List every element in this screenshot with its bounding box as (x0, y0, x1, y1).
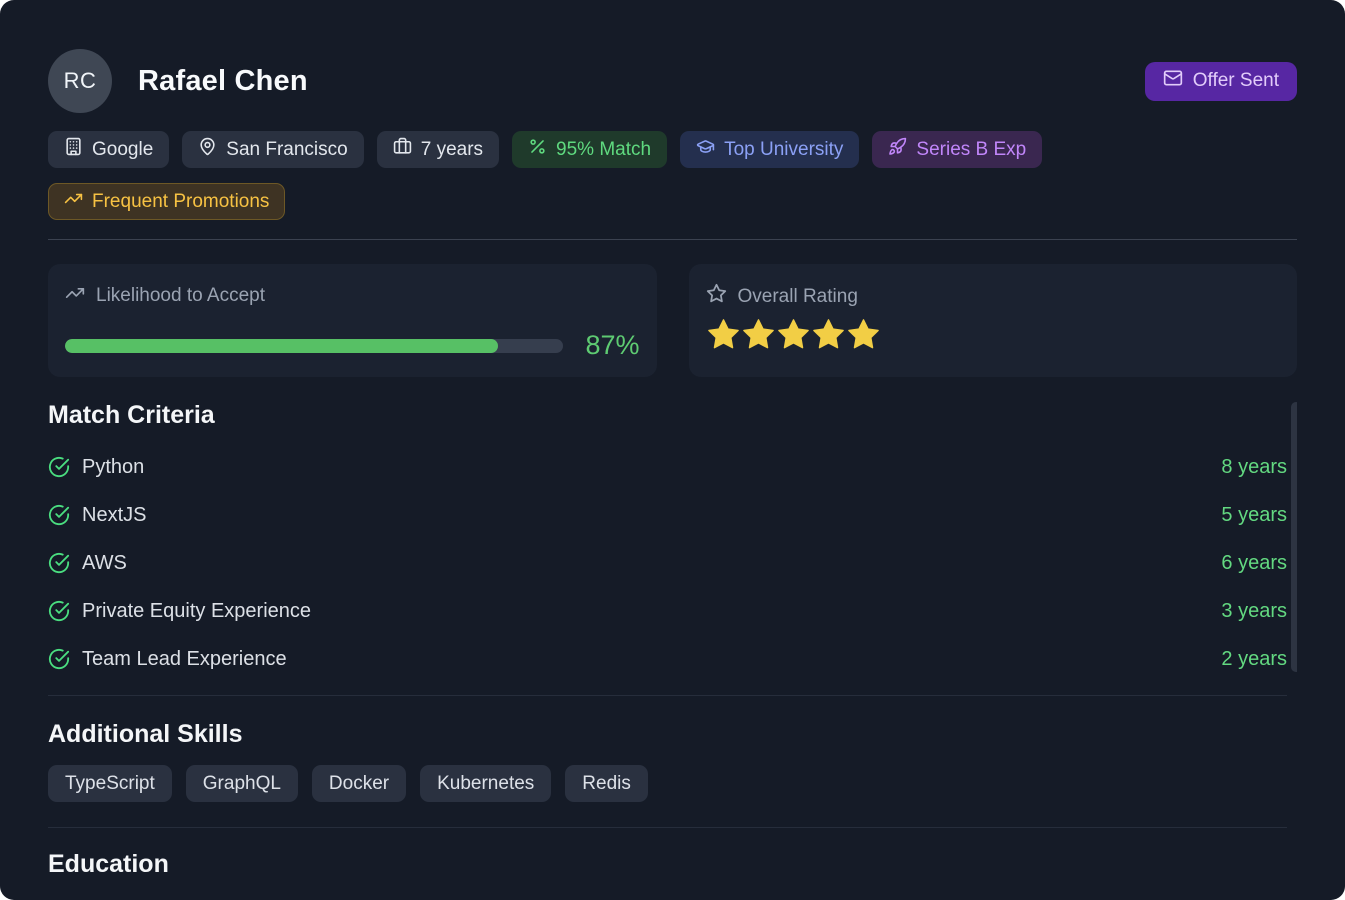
criteria-years: 2 years (1221, 647, 1287, 670)
criteria-skill: Team Lead Experience (82, 647, 287, 670)
star-filled-icon (706, 317, 741, 357)
mail-icon (1163, 68, 1183, 94)
criteria-years: 5 years (1221, 503, 1287, 526)
criteria-row: Python 8 years (48, 443, 1287, 491)
criteria-skill: NextJS (82, 503, 147, 526)
offer-sent-badge[interactable]: Offer Sent (1144, 61, 1297, 101)
rating-card: Overall Rating (688, 264, 1297, 377)
criteria-row: Private Equity Experience 3 years (48, 587, 1287, 635)
check-circle-icon (48, 456, 70, 478)
badge-top-university: Top University (680, 131, 860, 168)
section-divider (48, 827, 1287, 828)
criteria-years: 6 years (1221, 551, 1287, 574)
section-divider (48, 695, 1287, 696)
percent-icon (528, 137, 547, 162)
likelihood-percentage: 87% (585, 330, 640, 360)
candidate-name: Rafael Chen (138, 64, 308, 97)
badge-label: Series B Exp (916, 138, 1027, 160)
skill-chip: Redis (565, 765, 648, 802)
scrollbar-thumb[interactable] (1291, 402, 1297, 672)
match-criteria-list: Python 8 years NextJS 5 years AWS 6 year… (48, 443, 1287, 683)
map-pin-icon (198, 137, 217, 162)
criteria-years: 3 years (1221, 599, 1287, 622)
badge-label: Top University (724, 138, 844, 160)
avatar: RC (48, 49, 112, 113)
badge-experience: 7 years (376, 131, 500, 168)
star-filled-icon (811, 317, 846, 357)
criteria-row: Team Lead Experience 2 years (48, 635, 1287, 683)
criteria-skill: AWS (82, 551, 127, 574)
briefcase-icon (393, 137, 412, 162)
likelihood-progress-track (65, 338, 563, 353)
badge-match-score: 95% Match (512, 131, 668, 168)
criteria-row: AWS 6 years (48, 539, 1287, 587)
additional-skills-list: TypeScript GraphQL Docker Kubernetes Red… (48, 765, 1287, 802)
header-divider (48, 239, 1297, 240)
graduation-cap-icon (696, 137, 715, 162)
rating-label: Overall Rating (737, 285, 858, 307)
skill-chip: Docker (311, 765, 407, 802)
criteria-skill: Private Equity Experience (82, 599, 312, 622)
badge-series-b: Series B Exp (872, 131, 1043, 168)
skill-chip: GraphQL (185, 765, 298, 802)
check-circle-icon (48, 552, 70, 574)
check-circle-icon (48, 600, 70, 622)
badge-label: San Francisco (226, 138, 348, 160)
check-circle-icon (48, 648, 70, 670)
badge-label: 7 years (420, 138, 484, 160)
criteria-row: NextJS 5 years (48, 491, 1287, 539)
likelihood-progress-fill (65, 338, 498, 353)
likelihood-label: Likelihood to Accept (96, 285, 266, 306)
skill-chip: Kubernetes (420, 765, 552, 802)
badge-row: Google San Francisco 7 years 95% Match T… (48, 131, 1258, 220)
star-filled-icon (776, 317, 811, 357)
criteria-skill: Python (82, 455, 145, 478)
rocket-icon (888, 137, 907, 162)
additional-skills-title: Additional Skills (48, 720, 243, 748)
star-rating (706, 317, 1281, 357)
building-icon (64, 137, 83, 162)
match-criteria-title: Match Criteria (48, 401, 215, 429)
details-scroll-region[interactable]: Match Criteria Python 8 years NextJS 5 y… (48, 399, 1297, 874)
badge-label: 95% Match (556, 138, 652, 160)
profile-header: RC Rafael Chen Offer Sent (48, 49, 1297, 113)
stats-row: Likelihood to Accept 87% Overall Rating (48, 264, 1297, 377)
badge-company: Google (48, 131, 170, 168)
likelihood-card: Likelihood to Accept 87% (48, 264, 657, 377)
star-filled-icon (846, 317, 881, 357)
star-outline-icon (706, 283, 727, 310)
badge-label: Google (92, 138, 154, 160)
criteria-years: 8 years (1221, 455, 1287, 478)
trending-up-icon (64, 189, 83, 214)
star-filled-icon (741, 317, 776, 357)
skill-chip: TypeScript (48, 765, 172, 802)
offer-sent-label: Offer Sent (1192, 70, 1279, 91)
badge-location: San Francisco (182, 131, 364, 168)
trending-up-icon (65, 283, 85, 309)
badge-label: Frequent Promotions (92, 190, 270, 212)
education-title: Education (48, 850, 169, 874)
check-circle-icon (48, 504, 70, 526)
badge-frequent-promotions: Frequent Promotions (48, 183, 286, 220)
